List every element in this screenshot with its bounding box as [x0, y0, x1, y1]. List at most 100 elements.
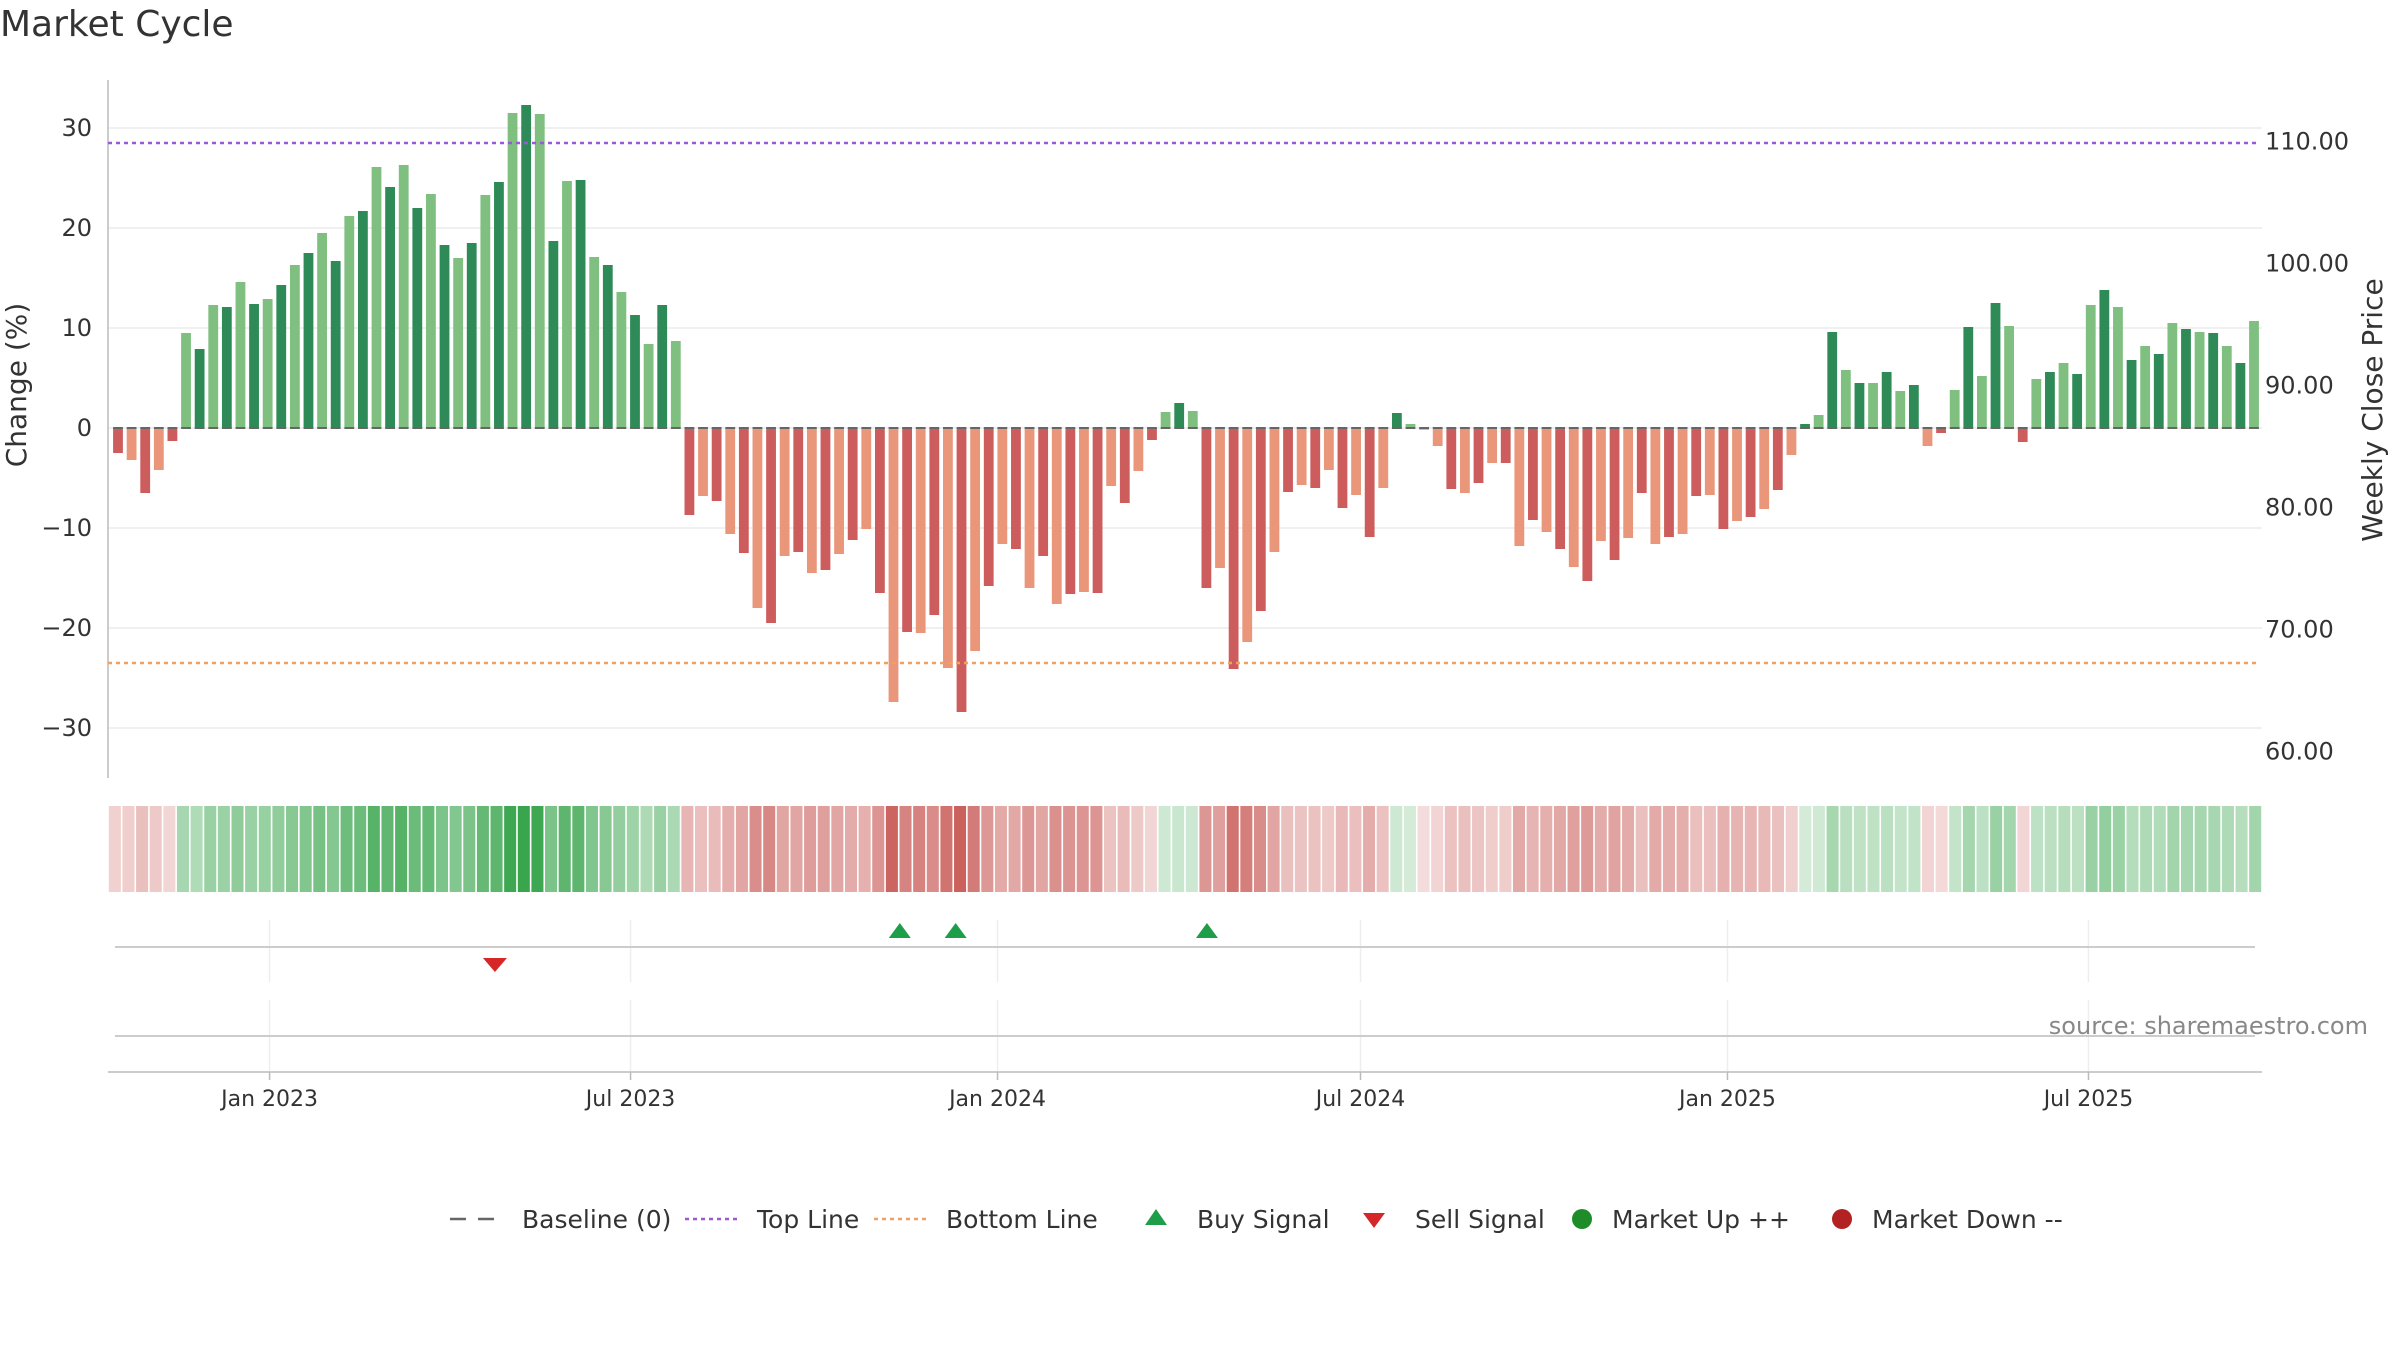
y2-tick-label: 70.00 [2265, 615, 2334, 643]
bar [1664, 428, 1674, 537]
bar [2004, 326, 2015, 428]
heat-cell [735, 806, 748, 892]
heat-cell [2153, 806, 2166, 892]
heat-cell [599, 806, 612, 892]
heat-cell [2126, 806, 2139, 892]
heat-cell [1799, 806, 1812, 892]
heat-cell [1772, 806, 1785, 892]
bar [2208, 333, 2219, 428]
bar [398, 165, 409, 428]
bar [289, 265, 300, 428]
heat-cell [2071, 806, 2084, 892]
heat-cell [1403, 806, 1416, 892]
bar [1868, 383, 1878, 428]
bar [1364, 428, 1375, 537]
heat-cell [517, 806, 530, 892]
heat-cell [1921, 806, 1935, 892]
bar [752, 428, 763, 608]
heat-cell [1294, 806, 1307, 892]
heat-cell [1594, 806, 1607, 892]
heat-cell [844, 806, 858, 892]
heat-cell [1622, 806, 1635, 892]
bar [1800, 424, 1810, 428]
bar [1038, 428, 1049, 556]
heat-cell [1894, 806, 1907, 892]
bar [2235, 363, 2246, 428]
bar [2221, 346, 2232, 428]
heat-cell [1512, 806, 1526, 892]
bar [1541, 428, 1552, 532]
bar [2126, 360, 2137, 428]
heat-cell [490, 806, 503, 892]
legend-label: Bottom Line [946, 1205, 1098, 1234]
bar [1147, 428, 1157, 440]
bar [507, 113, 518, 428]
x-tick-label: Jul 2024 [1314, 1087, 1406, 1112]
bar [616, 292, 627, 428]
x-tick-label: Jan 2024 [947, 1087, 1046, 1112]
bar [1827, 332, 1838, 428]
heat-cell [1049, 806, 1062, 892]
bar [575, 180, 586, 428]
bar [1174, 403, 1185, 428]
bar [820, 428, 831, 570]
heat-cell [2181, 806, 2194, 892]
bar [1242, 428, 1253, 642]
bar [1636, 428, 1647, 493]
y-tick-label: 20 [61, 214, 92, 242]
heat-cell [354, 806, 367, 892]
legend-buy-swatch [1145, 1209, 1167, 1225]
bar [249, 304, 259, 428]
chart-title: Market Cycle [0, 4, 234, 45]
heat-cell [1185, 806, 1198, 892]
heat-cell [2058, 806, 2071, 892]
heat-cell [1022, 806, 1035, 892]
heat-cell [2017, 806, 2030, 892]
bar [1745, 428, 1756, 517]
heat-cell [1390, 806, 1403, 892]
bar [153, 428, 164, 470]
bar [208, 305, 219, 428]
heat-cell [1322, 806, 1335, 892]
bar [1528, 428, 1538, 520]
heat-cell [2003, 806, 2016, 892]
bar [2058, 363, 2069, 428]
bar [793, 428, 804, 552]
y2-tick-label: 90.00 [2265, 371, 2334, 399]
bar [1650, 428, 1661, 544]
bar [113, 428, 123, 453]
bar [1922, 428, 1933, 446]
legend-label: Sell Signal [1415, 1205, 1545, 1234]
bar [1596, 428, 1606, 541]
bar [140, 428, 151, 493]
bar [1895, 391, 1906, 428]
heat-cell [2221, 806, 2234, 892]
legend-sell-swatch [1363, 1213, 1385, 1228]
bar [1732, 428, 1742, 521]
heat-cell [1567, 806, 1580, 892]
heat-cell [1090, 806, 1103, 892]
heat-cell [872, 806, 885, 892]
y-axis-title: Change (%) [0, 303, 33, 468]
bar [1133, 428, 1144, 471]
bar [2194, 332, 2205, 428]
heat-cell [176, 806, 189, 892]
heat-cell [654, 806, 667, 892]
bar [1228, 428, 1239, 669]
bar [1269, 428, 1280, 552]
bar [1677, 428, 1688, 534]
heat-cell [1131, 806, 1144, 892]
heat-cell [681, 806, 694, 892]
bar [1514, 428, 1525, 546]
heat-cell [1472, 806, 1485, 892]
bar [1555, 428, 1566, 549]
bar [725, 428, 736, 534]
heat-cell [1908, 806, 1921, 892]
heat-cell [858, 806, 871, 892]
heat-cell [1635, 806, 1648, 892]
bar [2031, 379, 2042, 428]
bar [1092, 428, 1103, 593]
bar [684, 428, 695, 515]
bar [670, 341, 681, 428]
bar [548, 241, 559, 428]
